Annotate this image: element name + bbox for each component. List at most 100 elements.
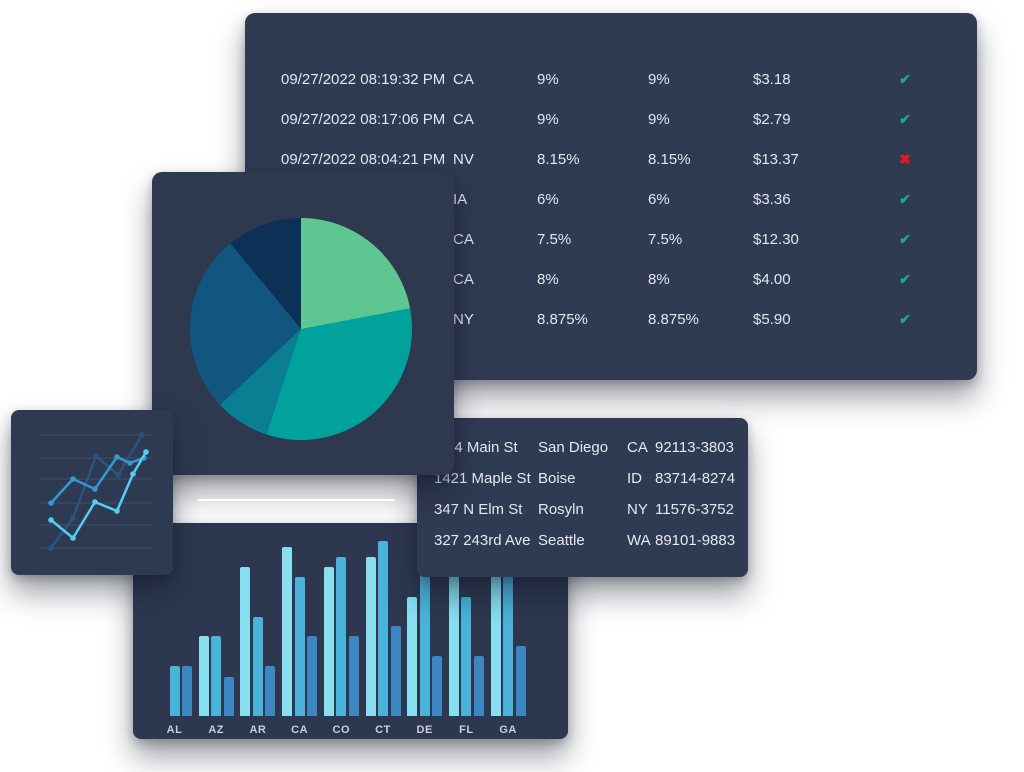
bar-series-1 — [282, 547, 293, 716]
check-icon: ✔ — [899, 70, 911, 87]
check-icon: ✔ — [899, 270, 911, 287]
tax-cell-rate2: 9% — [648, 110, 670, 128]
bar-axis-label: AR — [249, 724, 267, 736]
address-cell-state: CA — [627, 439, 648, 456]
address-table-card: 94 Main St San Diego CA 92113-3803 1421 Mapl… — [417, 418, 748, 577]
tax-cell-state: NY — [453, 310, 474, 328]
line-2-marker — [48, 500, 54, 506]
table-row: 09/27/2022 08:04:21 PM NV 8.15% 8.15% $13.37… — [281, 139, 977, 179]
address-cell-zip: 89101-9883 — [655, 532, 736, 549]
check-icon: ✔ — [899, 190, 911, 207]
bar-series-3 — [348, 636, 359, 716]
table-row: IA 6% 6% $3.36 ✔ — [281, 179, 977, 219]
bar-series-3 — [432, 656, 443, 716]
bar-axis-label: CT — [375, 724, 391, 736]
tax-cell-state: NV — [453, 150, 474, 168]
bar-series-3 — [182, 666, 192, 716]
tax-cell-rate2: 9% — [648, 70, 670, 88]
bar-axis-label: DE — [416, 724, 433, 736]
address-cell-street: 1421 Maple St — [434, 470, 531, 487]
line-3-marker — [48, 517, 54, 523]
address-cell-zip: 11576-3752 — [655, 501, 734, 518]
bar-group — [365, 523, 401, 716]
tax-cell-state: IA — [453, 190, 468, 208]
bar-axis-label: AL — [166, 724, 183, 736]
line-3-marker — [143, 449, 149, 455]
table-row: CA 8% 8% $4.00 ✔ — [281, 259, 977, 299]
tax-cell-state: CA — [453, 110, 474, 128]
bar-series-2 — [211, 636, 222, 716]
bar-series-3 — [265, 666, 276, 716]
bar-series-1 — [407, 597, 418, 716]
line-1-marker — [93, 453, 99, 459]
line-1-marker — [48, 545, 54, 551]
bar-group — [407, 523, 443, 716]
line-1-marker — [115, 472, 121, 478]
bar-axis-label: AZ — [208, 724, 225, 736]
tax-cell-rate1: 9% — [537, 70, 559, 88]
table-row: 94 Main St San Diego CA 92113-3803 — [434, 432, 748, 463]
tax-cell-rate1: 7.5% — [537, 230, 572, 248]
tax-cell-datetime: 09/27/2022 08:19:32 PM — [281, 70, 446, 88]
line-2-marker — [114, 454, 120, 460]
line-3-marker — [70, 535, 76, 541]
check-icon: ✔ — [899, 310, 911, 327]
bar-series-3 — [473, 656, 484, 716]
tax-cell-state: CA — [453, 230, 474, 248]
tax-table-rows: 09/27/2022 08:19:32 PM CA 9% 9% $3.18 ✔ 09/27/… — [245, 13, 977, 339]
line-chart — [39, 432, 153, 551]
line-3 — [50, 451, 148, 540]
bar-axis-label: FL — [459, 724, 474, 736]
check-icon: ✔ — [899, 110, 911, 127]
address-cell-street: 327 243rd Ave — [434, 532, 531, 549]
tax-cell-amount: $12.30 — [753, 230, 799, 248]
bar-series-1 — [490, 576, 501, 716]
address-table-rows: 94 Main St San Diego CA 92113-3803 1421 Mapl… — [417, 418, 748, 556]
bar-group — [490, 523, 526, 716]
bar-series-2 — [461, 597, 472, 716]
address-cell-state: ID — [627, 470, 642, 487]
bar-axis-label: GA — [499, 724, 517, 736]
line-2-marker — [92, 486, 98, 492]
line-3-marker — [114, 508, 120, 514]
bar-series-1 — [240, 567, 251, 716]
address-cell-zip: 92113-3803 — [655, 439, 734, 456]
bar-series-1 — [198, 636, 209, 716]
address-cell-street: 94 Main St — [446, 439, 518, 456]
bar-axis-label: CO — [332, 724, 351, 736]
tax-cell-amount: $3.36 — [753, 190, 791, 208]
bar-group — [323, 523, 359, 716]
table-row: NY 8.875% 8.875% $5.90 ✔ — [281, 299, 977, 339]
bar-series-2 — [419, 571, 430, 716]
bar-series-3 — [223, 677, 234, 716]
tax-cell-rate2: 8.15% — [648, 150, 691, 168]
bar-series-3 — [390, 626, 401, 716]
bar-series-1 — [323, 567, 334, 716]
address-cell-state: WA — [627, 532, 651, 549]
table-row: 347 N Elm St Rosyln NY 11576-3752 — [434, 494, 748, 525]
line-2-marker — [127, 460, 133, 466]
bar-series-1 — [448, 566, 459, 716]
address-cell-state: NY — [627, 501, 648, 518]
tax-cell-rate2: 8% — [648, 270, 670, 288]
bar-series-2 — [503, 576, 514, 716]
tax-cell-datetime: 09/27/2022 08:04:21 PM — [281, 150, 446, 168]
tax-cell-amount: $4.00 — [753, 270, 791, 288]
tax-cell-rate2: 7.5% — [648, 230, 683, 248]
address-cell-city: Rosyln — [538, 501, 584, 518]
address-cell-city: San Diego — [538, 439, 609, 456]
line-3-marker — [92, 499, 98, 505]
bar-group — [198, 523, 234, 716]
tax-cell-rate1: 6% — [537, 190, 559, 208]
tax-cell-rate1: 8% — [537, 270, 559, 288]
bar-group — [282, 523, 318, 716]
bar-series-2 — [252, 617, 263, 716]
table-row: 09/27/2022 08:17:06 PM CA 9% 9% $2.79 ✔ — [281, 99, 977, 139]
address-cell-zip: 83714-8274 — [655, 470, 736, 487]
line-1-marker — [139, 432, 145, 438]
check-icon: ✔ — [899, 230, 911, 247]
table-row: 09/27/2022 08:19:32 PM CA 9% 9% $3.18 ✔ — [281, 59, 977, 99]
bar-series-3 — [515, 646, 526, 716]
bar-axis-label: CA — [291, 724, 309, 736]
bar-group — [240, 523, 276, 716]
